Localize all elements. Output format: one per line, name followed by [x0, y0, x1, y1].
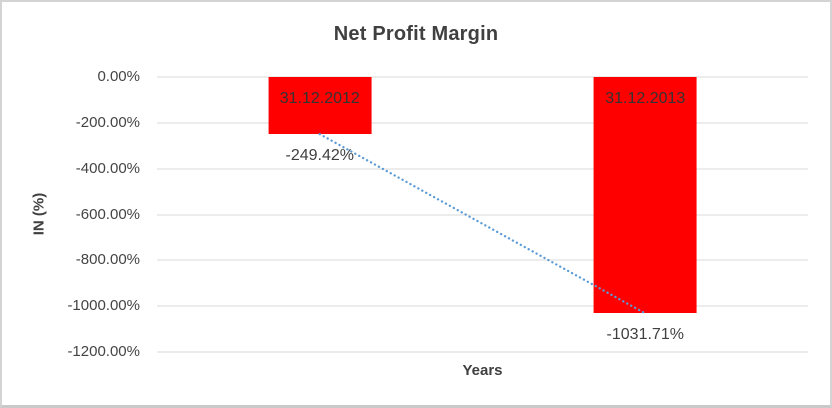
- y-tick-label: -600.00%: [75, 205, 140, 223]
- gridline: [157, 122, 808, 124]
- x-axis-title: Years: [462, 362, 503, 379]
- bar-value-label: -1031.71%: [606, 326, 684, 344]
- chart-title: Net Profit Margin: [333, 23, 499, 45]
- gridline: [157, 305, 808, 307]
- bar-category-label: 31.12.2012: [279, 90, 360, 107]
- y-axis-ticks: 0.00% -200.00% -400.00% -600.00% -800.00% -10…: [2, 2, 140, 405]
- gridline: [157, 76, 808, 78]
- gridline: [157, 351, 808, 353]
- y-tick-label: -1000.00%: [67, 297, 140, 315]
- y-tick-label: -200.00%: [75, 113, 140, 131]
- gridline: [157, 168, 808, 170]
- gridline: [157, 259, 808, 261]
- plot-area: 31.12.2012 -249.42% 31.12.2013 -1031.71%: [157, 76, 808, 353]
- bar-category-label: 31.12.2013: [605, 90, 686, 107]
- bar-31.12.2013: 31.12.2013: [593, 77, 697, 314]
- y-tick-label: 0.00%: [97, 68, 140, 85]
- y-tick-label: -800.00%: [75, 251, 140, 269]
- y-tick-label: -400.00%: [75, 159, 140, 177]
- bar-31.12.2012: 31.12.2012: [268, 77, 372, 135]
- bar-value-label: -249.42%: [285, 147, 355, 165]
- gridline: [157, 214, 808, 215]
- y-tick-label: -1200.00%: [67, 343, 140, 360]
